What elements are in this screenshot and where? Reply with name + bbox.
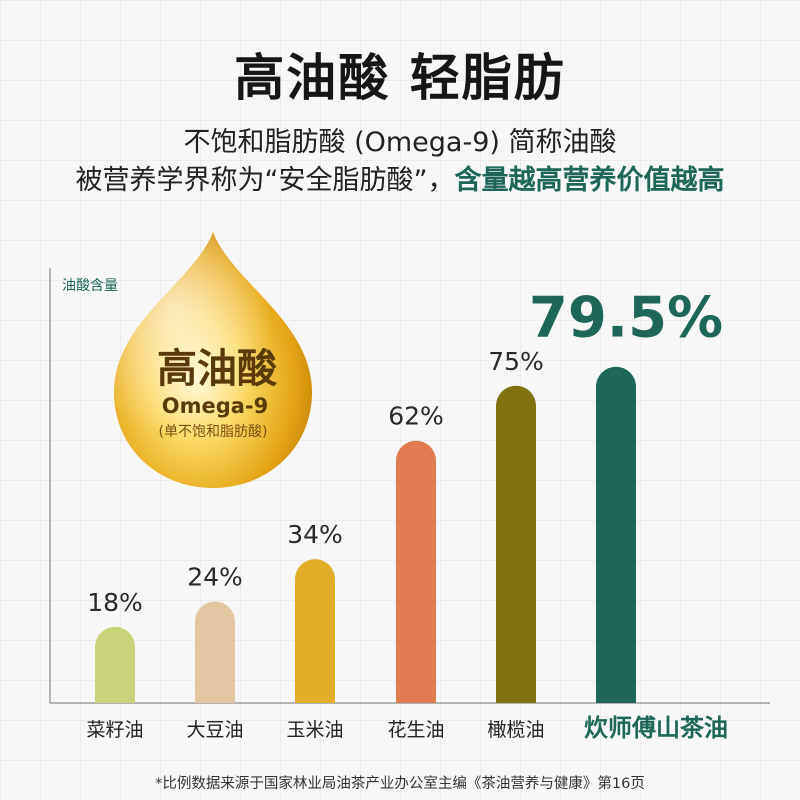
- bar-1: [95, 626, 135, 703]
- value-label-1: 18%: [87, 588, 143, 617]
- oil-drop-icon: 高油酸 Omega-9 (单不饱和脂肪酸): [114, 232, 312, 488]
- bar-4: [396, 440, 436, 703]
- source-footnote: *比例数据来源于国家林业局油茶产业办公室主编《茶油营养与健康》第16页: [155, 776, 645, 792]
- value-label-6: 79.5%: [529, 286, 723, 351]
- value-label-3: 34%: [287, 520, 343, 549]
- value-label-2: 24%: [187, 562, 243, 591]
- subtitle-line-2: 被营养学界称为“安全脂肪酸”，含量越高营养价值越高: [0, 158, 800, 197]
- category-label-3: 玉米油: [286, 719, 343, 741]
- subtitle-line-2-highlight: 含量越高营养价值越高: [454, 165, 725, 196]
- bar-3: [295, 559, 335, 703]
- value-label-4: 62%: [388, 402, 444, 431]
- category-label-4: 花生油: [387, 719, 444, 741]
- y-axis-label: 油酸含量: [62, 278, 118, 294]
- badge-title: 高油酸: [157, 346, 278, 392]
- subtitle-line-2-prefix: 被营养学界称为“安全脂肪酸”，: [75, 165, 455, 196]
- category-label-5: 橄榄油: [487, 719, 544, 741]
- value-label-5: 75%: [488, 347, 544, 376]
- category-label-1: 菜籽油: [86, 719, 143, 741]
- bar-6: [596, 366, 636, 703]
- subtitle-line-1: 不饱和脂肪酸 (Omega-9) 简称油酸: [183, 127, 617, 158]
- category-label-2: 大豆油: [186, 719, 243, 741]
- bar-5: [496, 385, 536, 703]
- bar-2: [195, 601, 235, 703]
- badge-subtitle: Omega-9: [162, 394, 269, 418]
- page-title: 高油酸 轻脂肪: [234, 49, 566, 107]
- bars-group: 18% 菜籽油 24% 大豆油 34% 玉米油 62% 花生油 75% 橄榄油 79.5% 炊师傅山茶…: [86, 286, 728, 742]
- category-label-6: 炊师傅山茶油: [584, 714, 728, 742]
- badge-note: (单不饱和脂肪酸): [159, 424, 268, 440]
